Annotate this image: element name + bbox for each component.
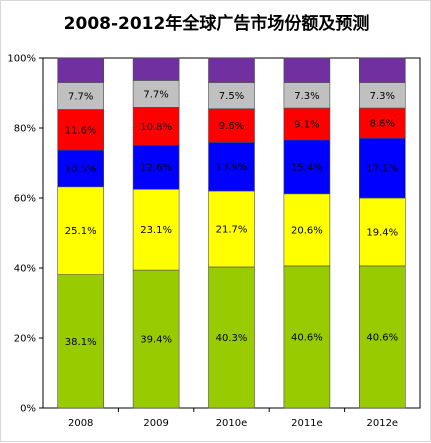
- data-label: 21.7%: [216, 224, 248, 235]
- data-label: 10.8%: [140, 122, 172, 133]
- data-label: 15.4%: [291, 162, 323, 173]
- data-label: 7.3%: [370, 91, 395, 102]
- bar-segment: [208, 142, 255, 192]
- bar-segment: [132, 107, 180, 146]
- bar-segment: [132, 80, 180, 108]
- bar-segment: [57, 274, 105, 409]
- bar-segment: [358, 82, 406, 109]
- data-label: 13.9%: [216, 162, 248, 173]
- bar-segment: [283, 57, 331, 83]
- bar-segment: [358, 197, 406, 267]
- y-tick-label: 40%: [14, 264, 36, 275]
- x-tick-label: 2010e: [216, 418, 248, 429]
- bar-segment: [208, 82, 255, 110]
- bar-segment: [57, 186, 105, 275]
- data-label: 9.1%: [294, 119, 319, 130]
- bar-segment: [283, 82, 331, 109]
- chart-title: 2008-2012年全球广告市场份额及预测: [63, 14, 370, 34]
- data-label: 40.3%: [216, 333, 248, 344]
- data-label: 11.6%: [65, 125, 97, 136]
- data-label: 23.1%: [140, 225, 172, 236]
- data-label: 25.1%: [65, 226, 97, 237]
- bar-segment: [132, 57, 180, 81]
- bar-segment: [208, 57, 255, 83]
- data-label: 10.5%: [65, 164, 97, 175]
- x-tick-label: 2009: [143, 418, 168, 429]
- data-label: 40.6%: [291, 332, 323, 343]
- data-label: 12.6%: [140, 163, 172, 174]
- bar-segment: [132, 144, 180, 190]
- data-label: 7.3%: [294, 91, 319, 102]
- data-label: 9.6%: [219, 121, 244, 132]
- x-tick-label: 2011e: [291, 418, 323, 429]
- bar-segment: [358, 57, 406, 83]
- bar-segment: [358, 137, 406, 199]
- data-label: 7.7%: [68, 91, 93, 102]
- data-label: 8.6%: [370, 119, 395, 130]
- data-label: 19.4%: [366, 227, 398, 238]
- y-tick-label: 100%: [7, 54, 36, 65]
- data-label: 17.1%: [366, 164, 398, 175]
- y-tick-label: 20%: [14, 334, 36, 345]
- data-label: 20.6%: [291, 225, 323, 236]
- bar-segment: [57, 57, 105, 83]
- bar-segment: [208, 190, 255, 268]
- bar-segment: [208, 266, 255, 409]
- bar-segment: [208, 108, 255, 143]
- bar-segment: [132, 269, 180, 409]
- y-tick-label: 60%: [14, 194, 36, 205]
- bar-segment: [132, 188, 180, 271]
- y-tick-label: 0%: [20, 404, 36, 415]
- data-label: 7.7%: [143, 89, 168, 100]
- x-tick-label: 2012e: [366, 418, 398, 429]
- x-tick-label: 2008: [68, 418, 93, 429]
- bar-segment: [358, 265, 406, 409]
- data-label: 39.4%: [140, 335, 172, 346]
- bar-segment: [283, 107, 331, 141]
- y-tick-label: 80%: [14, 124, 36, 135]
- bar-segment: [57, 82, 105, 110]
- data-label: 38.1%: [65, 337, 97, 348]
- bar-segment: [283, 193, 331, 267]
- bar-segment: [283, 139, 331, 195]
- data-label: 7.5%: [219, 91, 244, 102]
- data-label: 40.6%: [366, 332, 398, 343]
- bar-segment: [283, 265, 331, 409]
